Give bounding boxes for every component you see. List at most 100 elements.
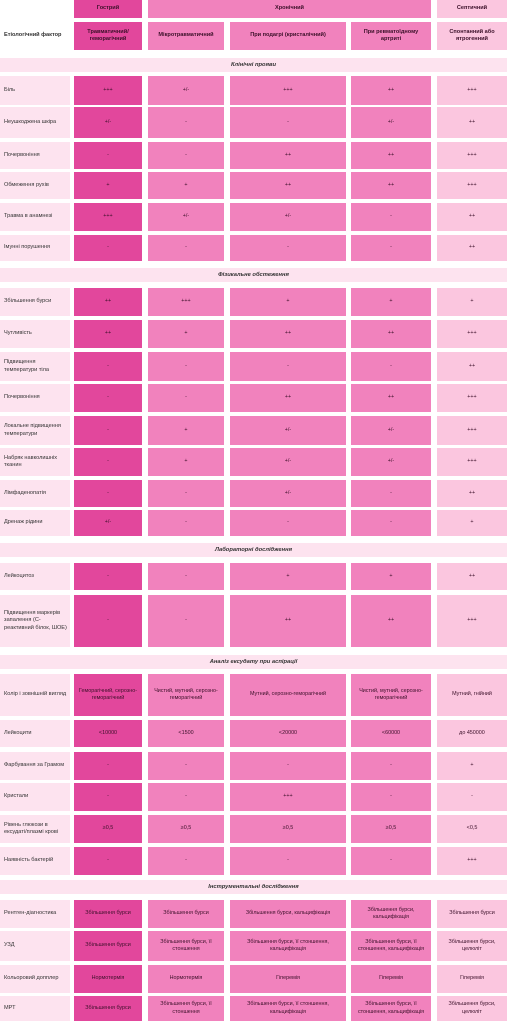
table-cell: ++	[230, 384, 346, 412]
table-cell: -	[437, 783, 507, 811]
table-cell: ≥0,5	[148, 815, 224, 843]
table-cell: Збільшення бурси	[74, 996, 142, 1021]
table-cell: +++	[437, 384, 507, 412]
table-cell: <0,5	[437, 815, 507, 843]
table-cell: Чистий, мутний, серозно-геморагічний	[351, 674, 431, 716]
table-cell: +++	[74, 203, 142, 231]
table-cell: Збільшення бурси	[437, 900, 507, 928]
table-row: Лейкоцитоз - - + + ++	[0, 563, 507, 590]
table-cell: ++	[437, 563, 507, 590]
table-cell: Збільшення бурси, її стоншення, кальцифі…	[351, 931, 431, 961]
table-cell: -	[74, 783, 142, 811]
table-row: Наявність бактерій - - - - +++	[0, 847, 507, 875]
table-cell: +	[148, 172, 224, 199]
header-sub-col-3: При ревматоїдному артриті	[351, 22, 431, 50]
table-row: Лейкоцити <10000 <1500 <20000 <60000 до 45000…	[0, 720, 507, 747]
table-cell: Збільшення бурси	[74, 931, 142, 961]
table-cell: -	[351, 510, 431, 536]
header-sub-col-4: Спонтанний або ятрогенний	[437, 22, 507, 50]
table-cell: Збільшення бурси	[74, 900, 142, 928]
table-cell: ++	[74, 288, 142, 316]
table-cell: -	[148, 142, 224, 169]
table-cell: Збільшення бурси, кальцифікація	[230, 900, 346, 928]
table-cell: -	[230, 510, 346, 536]
row-label: Обмеження рухів	[0, 172, 70, 199]
row-label: Травма в анамнезі	[0, 203, 70, 231]
table-cell: +++	[230, 783, 346, 811]
table-cell: -	[148, 480, 224, 507]
table-row: Кристали - - +++ - -	[0, 783, 507, 811]
table-row: МРТ Збільшення бурси Збільшення бурси, її …	[0, 996, 507, 1021]
table-row: Набряк навколишніх тканин - + +/- +/- +++	[0, 448, 507, 476]
table-cell: +/-	[230, 416, 346, 445]
table-cell: -	[74, 847, 142, 875]
header-top-row: Гострий Хронічний Септичний	[0, 0, 507, 18]
table-row: Локальне підвищення температури - + +/- +/- +…	[0, 416, 507, 445]
table-cell: -	[351, 480, 431, 507]
table-cell: -	[74, 235, 142, 261]
table-row: Кольоровий допплер Нормотермія Нормотермія…	[0, 965, 507, 993]
table-cell: -	[148, 595, 224, 647]
header-septic: Септичний	[437, 0, 507, 18]
row-label: Наявність бактерій	[0, 847, 70, 875]
table-cell: Гіперемія	[437, 965, 507, 993]
table-cell: Збільшення бурси, її стоншення	[148, 931, 224, 961]
table-cell: +/-	[74, 510, 142, 536]
table-cell: Нормотермія	[148, 965, 224, 993]
table-cell: +/-	[351, 107, 431, 138]
table-cell: -	[230, 352, 346, 381]
table-cell: ++	[230, 172, 346, 199]
row-label: Локальне підвищення температури	[0, 416, 70, 445]
table-cell: -	[230, 235, 346, 261]
table-cell: ++	[74, 320, 142, 348]
table-row: Підвищення маркерів запалення (С-реактив…	[0, 595, 507, 647]
table-cell: +++	[437, 142, 507, 169]
table-cell: +/-	[148, 203, 224, 231]
table-cell: ≥0,5	[351, 815, 431, 843]
row-label: Підвищення маркерів запалення (С-реактив…	[0, 595, 70, 647]
table-cell: +	[437, 288, 507, 316]
table-row: Чутливість ++ + ++ ++ +++	[0, 320, 507, 348]
table-cell: +	[437, 752, 507, 780]
table-cell: +/-	[351, 416, 431, 445]
table-cell: Збільшення бурси, її стоншення, кальцифі…	[351, 996, 431, 1021]
table-cell: ++	[351, 384, 431, 412]
table-cell: <60000	[351, 720, 431, 747]
table-cell: -	[230, 847, 346, 875]
table-cell: +	[74, 172, 142, 199]
table-cell: +	[148, 448, 224, 476]
table-cell: -	[74, 416, 142, 445]
table-cell: -	[148, 352, 224, 381]
table-cell: +++	[437, 172, 507, 199]
table-cell: +++	[437, 595, 507, 647]
header-sub-col-1: Мікротравматичний	[148, 22, 224, 50]
table-cell: Збільшення бурси, кальцифікація	[351, 900, 431, 928]
table-cell: Збільшення бурси, її стоншення, кальцифі…	[230, 996, 346, 1021]
row-label: Лейкоцитоз	[0, 563, 70, 590]
table-cell: +/-	[230, 448, 346, 476]
table-cell: +++	[437, 76, 507, 105]
table-row: Підвищення температури тіла - - - - ++	[0, 352, 507, 381]
table-cell: -	[351, 752, 431, 780]
table-cell: +++	[148, 288, 224, 316]
table-cell: -	[74, 142, 142, 169]
table-cell: +/-	[230, 480, 346, 507]
table-cell: +/-	[230, 203, 346, 231]
row-label: УЗД	[0, 931, 70, 961]
table-cell: +++	[230, 76, 346, 105]
section-header: Інструментальні дослідження	[0, 880, 507, 894]
table-row: Збільшення бурси ++ +++ + + +	[0, 288, 507, 316]
row-label: Колір і зовнішній вигляд	[0, 674, 70, 716]
table-row: Травма в анамнезі +++ +/- +/- - ++	[0, 203, 507, 231]
table-cell: ≥0,5	[74, 815, 142, 843]
header-etiology-label: Етіологічний фактор	[0, 22, 70, 50]
table-cell: +	[437, 510, 507, 536]
table-cell: -	[74, 563, 142, 590]
table-cell: -	[148, 752, 224, 780]
row-label: Лімфаденопатія	[0, 480, 70, 507]
table-row: Рівень глюкози в ексудаті/плазмі крові ≥0…	[0, 815, 507, 843]
row-label: Набряк навколишніх тканин	[0, 448, 70, 476]
table-cell: ++	[437, 235, 507, 261]
table-cell: -	[74, 352, 142, 381]
